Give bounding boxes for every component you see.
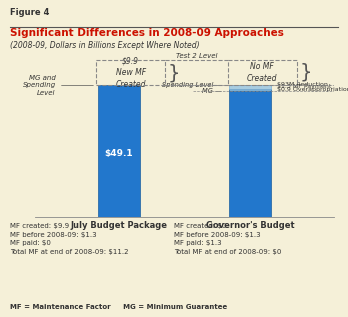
Text: July Budget Package: July Budget Package	[70, 221, 167, 230]
Bar	[229, 85, 271, 88]
Text: Governor's Budget: Governor's Budget	[206, 221, 295, 230]
Bar	[228, 60, 296, 85]
Text: Figure 4: Figure 4	[10, 8, 50, 17]
Bar	[229, 88, 271, 91]
Text: $49.1: $49.1	[104, 149, 133, 158]
Text: $1.3 MF Payment: $1.3 MF Payment	[277, 84, 332, 89]
Text: Test 2 Level: Test 2 Level	[176, 53, 217, 59]
Text: MF created: $0
MF before 2008-09: $1.3
MF paid: $1.3
Total MF at end of 2008-09:: MF created: $0 MF before 2008-09: $1.3 M…	[174, 223, 282, 255]
Text: }: }	[168, 63, 181, 82]
Text: MF = Maintenance Factor     MG = Minimum Guarantee: MF = Maintenance Factor MG = Minimum Gua…	[10, 304, 228, 310]
Text: $93M Reduction: $93M Reduction	[277, 82, 328, 87]
Text: }: }	[300, 63, 312, 82]
Text: MG and
Spending
Level: MG and Spending Level	[23, 75, 56, 96]
Text: No MF
Created: No MF Created	[247, 62, 277, 83]
Text: (2008-09, Dollars in Billions Except Where Noted): (2008-09, Dollars in Billions Except Whe…	[10, 41, 200, 49]
Bar	[98, 85, 140, 217]
Bar	[96, 60, 165, 85]
Text: $0.9 Overappropriation: $0.9 Overappropriation	[277, 87, 348, 92]
Text: Spending Level —: Spending Level —	[162, 82, 222, 88]
Text: $9.9
New MF
Created: $9.9 New MF Created	[115, 56, 146, 89]
Text: Significant Differences in 2008-09 Approaches: Significant Differences in 2008-09 Appro…	[10, 28, 284, 38]
Text: MF created: $9.9
MF before 2008-09: $1.3
MF paid: $0
Total MF at end of 2008-09:: MF created: $9.9 MF before 2008-09: $1.3…	[10, 223, 129, 255]
Text: MG —: MG —	[202, 88, 222, 94]
Bar	[229, 91, 271, 217]
